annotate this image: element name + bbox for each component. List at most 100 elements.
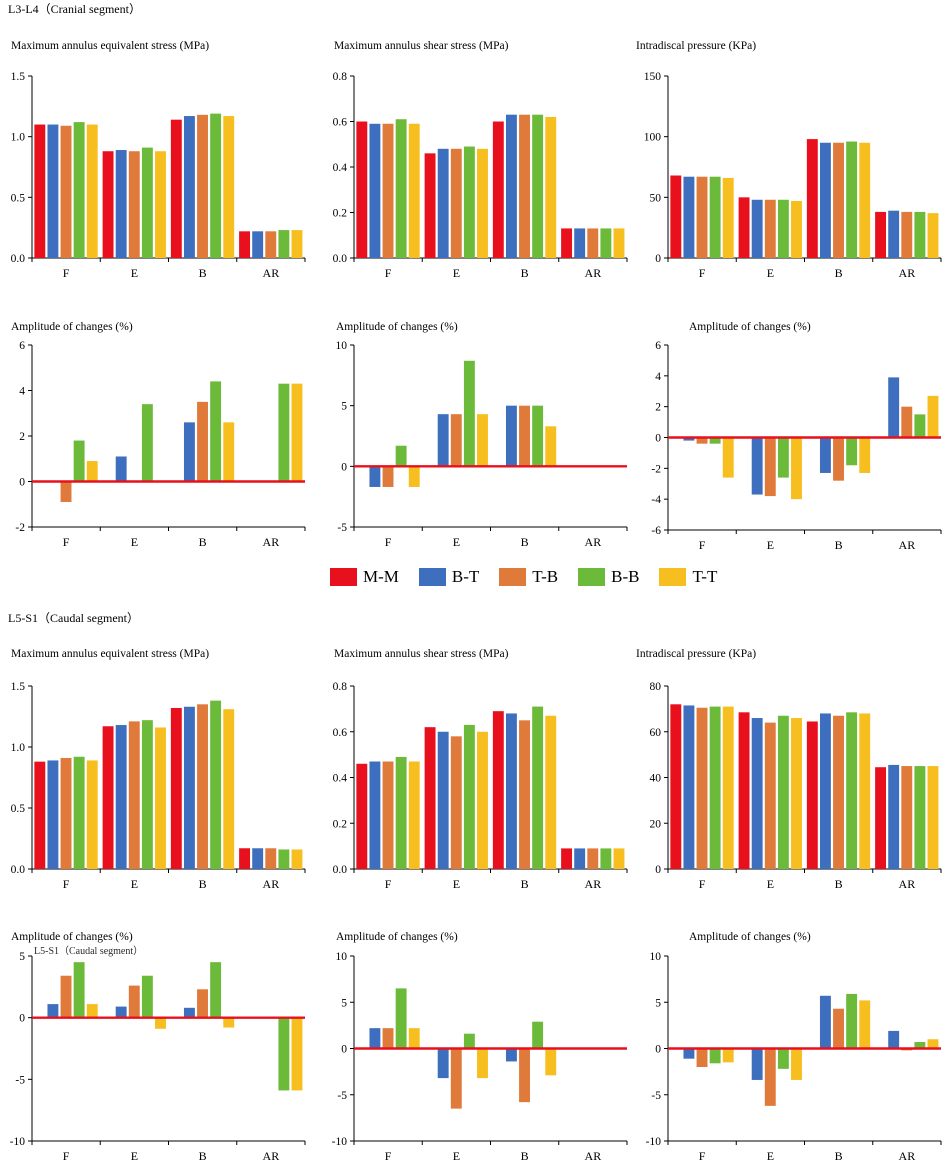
chart-caudal-equivalent-stress: 0.0 0.5 1.0 1.5 F E B AR <box>11 681 306 891</box>
bar <box>115 456 127 482</box>
y-tick-label: 0 <box>341 1044 347 1056</box>
x-tick-label: F <box>699 538 706 552</box>
bar <box>505 713 517 869</box>
bar <box>155 727 166 869</box>
chart-cranial-equivalent-change: -2 0 2 4 6 F E B AR <box>15 340 306 549</box>
bar <box>751 437 763 495</box>
bar <box>47 1004 59 1018</box>
bar <box>223 422 235 482</box>
bar <box>239 231 251 258</box>
bar <box>128 985 140 1018</box>
bar <box>356 763 368 869</box>
bar <box>223 1017 235 1028</box>
bar <box>859 437 871 473</box>
y-tick-label: 150 <box>644 71 662 83</box>
bar <box>764 199 776 258</box>
bar <box>34 124 46 259</box>
chart-caudal-shear-change: -10 -5 0 5 10 F E B AR <box>332 951 628 1163</box>
bar <box>927 1039 939 1049</box>
x-tick-label: F <box>63 266 70 280</box>
y-tick-label: 0.4 <box>333 162 348 174</box>
bar <box>545 715 557 869</box>
bar <box>252 231 264 258</box>
x-tick-label: AR <box>263 877 280 891</box>
chart-title-caudal-equivalent-stress: Maximum annulus equivalent stress (MPa) <box>11 648 210 660</box>
bar <box>806 139 818 258</box>
bar <box>382 761 394 869</box>
x-tick-label: B <box>521 1149 529 1163</box>
bar <box>738 712 750 869</box>
y-tick-label: 80 <box>650 681 662 693</box>
bar <box>223 709 235 869</box>
bar <box>382 123 394 259</box>
bar <box>722 177 734 258</box>
bar <box>223 116 235 258</box>
bar <box>764 722 776 869</box>
legend-swatch-b-t <box>418 568 446 586</box>
bar <box>613 228 625 258</box>
bar <box>696 176 708 258</box>
x-tick-label: E <box>131 535 138 549</box>
bar <box>141 720 153 869</box>
bar <box>519 405 530 467</box>
bar <box>859 142 871 258</box>
bar <box>875 211 887 258</box>
y-tick-label: -5 <box>337 1090 347 1102</box>
bar <box>210 962 222 1018</box>
legend: M-M B-T T-B B-B T-T <box>330 567 737 587</box>
bar <box>369 761 381 869</box>
y-tick-label: -10 <box>646 1136 662 1148</box>
bar <box>477 414 488 467</box>
bar <box>574 848 586 869</box>
bar <box>846 993 858 1049</box>
y-tick-label: 60 <box>650 727 662 739</box>
bar <box>239 848 251 869</box>
legend-label-t-b: T-B <box>532 567 559 586</box>
bar <box>252 848 264 869</box>
bar <box>395 445 407 467</box>
bar <box>356 121 368 258</box>
bar <box>532 706 544 869</box>
y-tick-label: 1.5 <box>11 681 26 693</box>
bar <box>73 962 85 1018</box>
legend-swatch-m-m <box>330 568 357 586</box>
bar <box>369 1028 381 1049</box>
bar <box>86 461 98 482</box>
x-tick-label: B <box>521 535 529 549</box>
y-tick-label: 0.8 <box>333 71 348 83</box>
x-tick-label: E <box>767 1149 774 1163</box>
bar <box>888 764 900 869</box>
bar <box>437 414 449 467</box>
bar <box>183 1007 195 1018</box>
bar <box>696 707 708 869</box>
y-tick-label: 20 <box>650 818 662 830</box>
bar <box>819 995 831 1049</box>
bar <box>545 116 557 258</box>
bar <box>183 706 195 869</box>
y-tick-label: 0.8 <box>333 681 348 693</box>
bar <box>141 147 153 258</box>
bar <box>73 122 85 259</box>
bar <box>369 466 381 487</box>
x-tick-label: AR <box>899 1149 916 1163</box>
bar <box>574 228 586 258</box>
bar <box>888 210 900 258</box>
bar <box>47 124 59 259</box>
bar <box>86 1004 98 1018</box>
legend-item-b-t: B-T <box>418 567 479 587</box>
bar <box>463 724 475 869</box>
y-tick-label: 50 <box>650 192 662 204</box>
chart-title-cranial-intradiscal-pressure: Intradiscal pressure (KPa) <box>636 40 757 52</box>
y-tick-label: 1.0 <box>11 132 26 144</box>
bar <box>170 119 182 259</box>
bar <box>846 712 858 869</box>
bar <box>210 700 222 869</box>
chart-caudal-shear-stress: 0.0 0.2 0.4 0.6 0.8 F E B AR <box>333 681 628 891</box>
bar <box>764 437 776 497</box>
x-tick-label: B <box>835 1149 843 1163</box>
bar <box>819 437 831 473</box>
x-tick-label: F <box>385 266 392 280</box>
bar <box>777 1048 789 1069</box>
y-tick-label: 0.0 <box>11 864 26 876</box>
legend-label-m-m: M-M <box>363 567 399 586</box>
